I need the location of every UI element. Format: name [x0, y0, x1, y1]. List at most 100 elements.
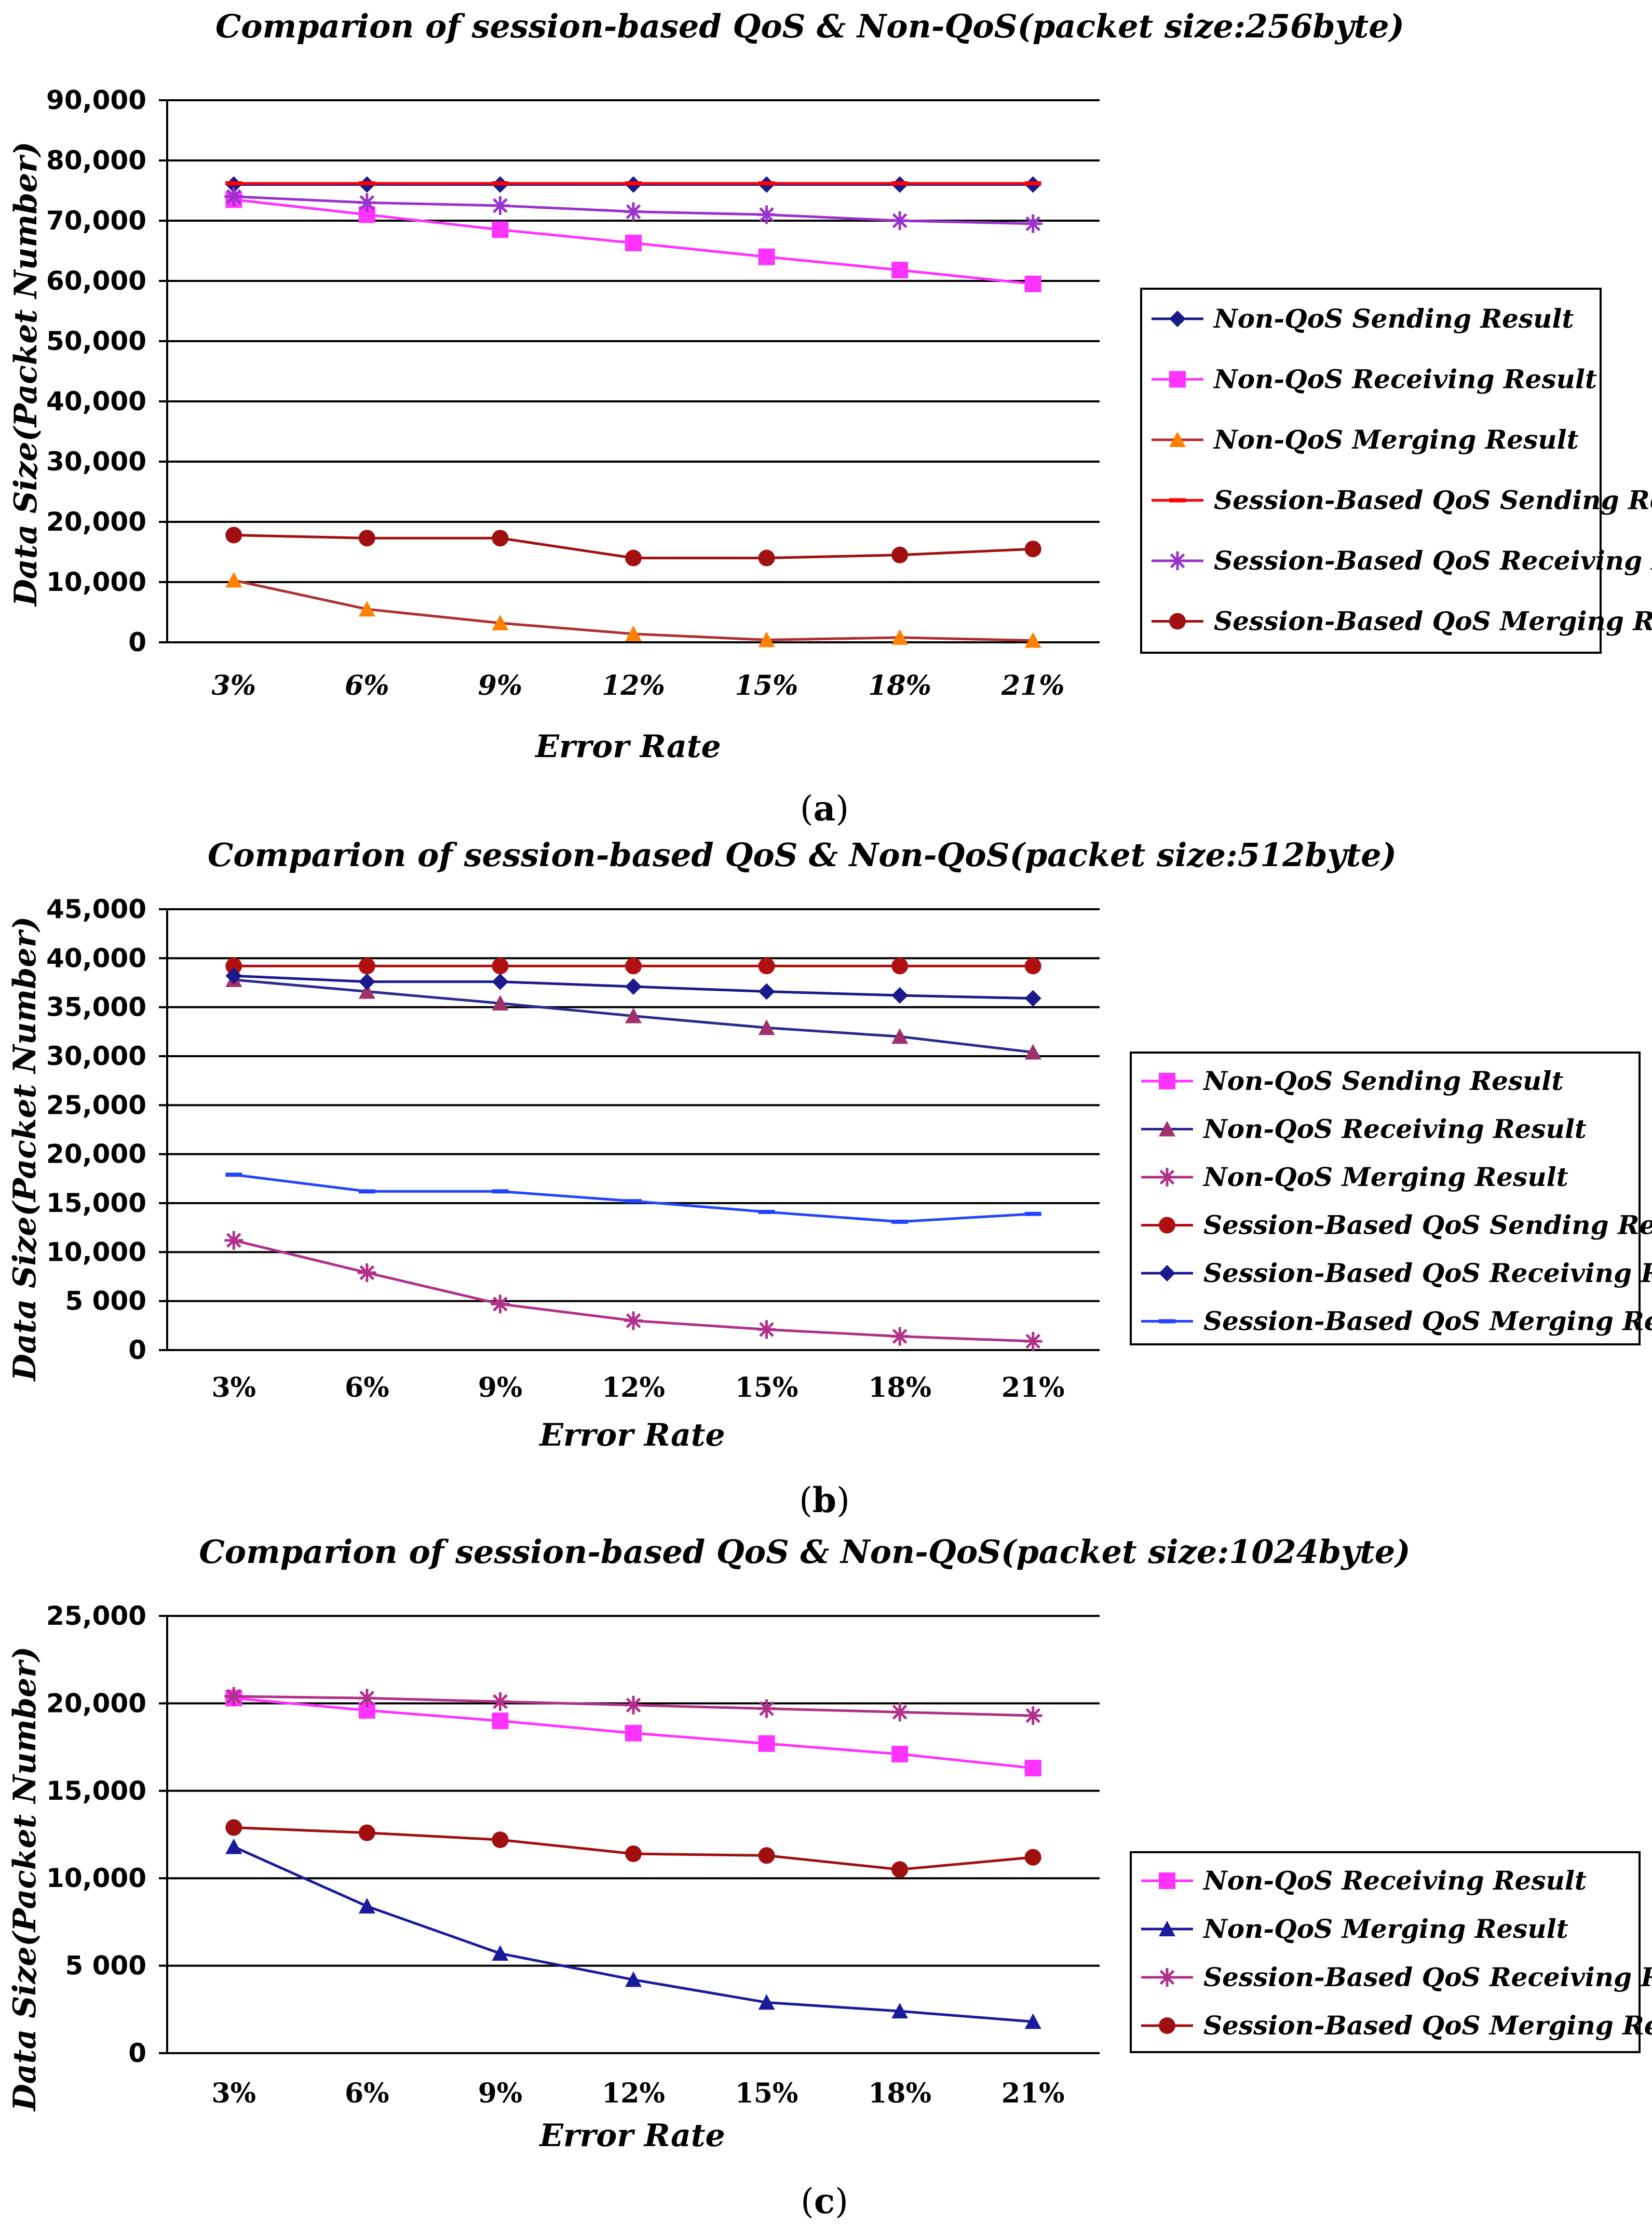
chart-a-series-2-point: [625, 234, 642, 251]
chart-b-series-2-point: [625, 1007, 642, 1023]
chart-c-legend-label: Session-Based QoS Merging Result: [1203, 2010, 1652, 2041]
chart-b-series-5-point: [492, 973, 509, 990]
chart-a-x-tick-label: 6%: [345, 670, 389, 702]
chart-b-legend-swatch-marker: [1158, 1168, 1176, 1187]
chart-c-x-tick-label: 21%: [1001, 2078, 1065, 2109]
chart-b-series-4-point: [358, 958, 375, 975]
chart-c-caption: (c): [801, 2181, 848, 2221]
chart-a-series-4-point: [492, 181, 509, 186]
chart-c-series-1-point: [625, 1724, 642, 1742]
chart-b-series-4-point: [1024, 958, 1041, 975]
chart-c-series-3-point: [757, 1699, 776, 1718]
chart-c-legend-item: Session-Based QoS Receiving Result: [1141, 1962, 1652, 1992]
chart-b-legend-item: Session-Based QoS Sending Result: [1141, 1210, 1652, 1241]
chart-c-series-2-point: [1024, 2013, 1041, 2029]
chart-a-legend-item: Session-Based QoS Sending Result: [1152, 485, 1652, 516]
chart-c-x-tick-label: 18%: [868, 2078, 931, 2109]
chart-b-legend-swatch-marker: [1159, 1121, 1175, 1137]
chart-c-y-tick-label: 5 000: [65, 1951, 146, 1981]
chart-a-x-tick-label: 12%: [602, 670, 665, 702]
chart-b-caption-letter: b: [813, 1480, 836, 1520]
chart-a-y-tick-label: 50,000: [46, 326, 146, 356]
chart-a-y-tick-label: 60,000: [46, 266, 146, 296]
chart-a-series-4-point: [1024, 181, 1041, 186]
chart-b-series-3-point: [757, 1320, 776, 1339]
chart-b-series-2-point: [758, 1019, 775, 1035]
chart-a-legend-box: [1140, 288, 1602, 654]
chart-b-legend-label: Non-QoS Merging Result: [1202, 1162, 1568, 1192]
chart-a-series-2-point: [492, 221, 509, 238]
chart-b-series-5-point: [1024, 990, 1041, 1007]
chart-b-series-2-point: [891, 1028, 909, 1044]
chart-b-y-tick-label: 15,000: [46, 1188, 146, 1218]
chart-b-legend-label: Non-QoS Receiving Result: [1202, 1114, 1587, 1144]
chart-a-x-tick-label: 21%: [1001, 670, 1065, 702]
chart-a-x-tick-label: 9%: [478, 670, 523, 702]
chart-b-series-3-point: [224, 1231, 243, 1250]
chart-c-series-3-point: [890, 1703, 910, 1722]
chart-b-series-3-point: [491, 1295, 510, 1314]
chart-b-legend-item: Non-QoS Receiving Result: [1141, 1114, 1587, 1144]
chart-b-legend: Non-QoS Sending Result Non-QoS Receiving …: [1130, 1051, 1652, 1345]
chart-a-plot-area: 0 10,000 20,000 30,000 40,000 50,000 60,000 70,…: [46, 85, 1100, 702]
chart-a-legend-label: Session-Based QoS Sending Result: [1214, 485, 1652, 516]
chart-b-x-tick-label: 12%: [602, 1372, 665, 1404]
chart-a-series-3-point: [1024, 632, 1041, 648]
chart-c-legend-item: Non-QoS Merging Result: [1141, 1913, 1568, 1944]
chart-b-series-3-point: [624, 1311, 643, 1330]
chart-a-series-4-point: [758, 181, 775, 186]
chart-b-legend-swatch-marker: [1159, 1265, 1175, 1282]
chart-c-x-tick-label: 9%: [478, 2078, 523, 2109]
chart-a-series-4-point: [225, 181, 242, 186]
chart-a-series-5-point: [624, 202, 643, 221]
chart-a-series-3-point: [492, 614, 509, 630]
chart-a-title: Comparion of session-based QoS & Non-QoS…: [215, 7, 1404, 45]
chart-b-y-tick-label: 5 000: [65, 1286, 146, 1316]
chart-b-x-axis-title: Error Rate: [538, 1417, 725, 1453]
chart-a-legend-item: Session-Based QoS Receiving Result: [1152, 545, 1652, 576]
chart-a-caption: (a): [800, 788, 849, 829]
chart-a-legend-item: Non-QoS Receiving Result: [1152, 364, 1597, 395]
chart-b-series-3-point: [1023, 1332, 1042, 1351]
chart-c-series-1-point: [1024, 1760, 1041, 1777]
chart-b-caption: (b): [799, 1480, 850, 1520]
chart-a-x-tick-label: 18%: [868, 670, 931, 702]
chart-c-series-4-point: [891, 1861, 909, 1878]
chart-b-legend-item: Non-QoS Merging Result: [1141, 1162, 1568, 1192]
chart-a-series-2-point: [1024, 275, 1041, 292]
chart-a-x-tick-label: 15%: [735, 670, 798, 702]
chart-b-series-3: [224, 1231, 1042, 1351]
chart-a-caption-letter: a: [814, 788, 836, 829]
chart-a-legend-label: Non-QoS Merging Result: [1213, 424, 1579, 455]
chart-b-legend-swatch-marker: [1159, 1073, 1175, 1089]
chart-b-series-3-point: [357, 1263, 376, 1282]
chart-a-series-5-point: [1023, 214, 1042, 233]
chart-a-legend-swatch-marker: [1168, 551, 1187, 570]
chart-a-series-3: [225, 572, 1041, 648]
chart-b-legend-swatch-marker: [1159, 1217, 1175, 1234]
chart-a-series-5-point: [890, 211, 910, 230]
chart-a-y-tick-label: 30,000: [46, 447, 146, 477]
chart-c-legend-item: Session-Based QoS Merging Result: [1141, 2010, 1652, 2041]
chart-a-y-tick-label: 10,000: [46, 567, 146, 597]
chart-c-series-2: [225, 1838, 1041, 2029]
chart-b-series-4-point: [492, 958, 509, 975]
chart-a-legend-swatch-marker: [1169, 498, 1186, 503]
chart-b-x-tick-label: 15%: [735, 1372, 798, 1404]
chart-c-y-tick-label: 0: [128, 2038, 146, 2068]
chart-a-series-3-point: [358, 601, 375, 617]
chart-a-y-tick-label: 40,000: [46, 386, 146, 416]
chart-a-y-tick-label: 0: [128, 627, 146, 657]
chart-c-legend-swatch-marker: [1159, 2017, 1175, 2034]
chart-a-series-6-point: [225, 527, 242, 544]
chart-b-title: Comparion of session-based QoS & Non-QoS…: [208, 836, 1397, 874]
chart-a-legend-label: Session-Based QoS Receiving Result: [1214, 545, 1652, 576]
chart-c-series-3-point: [224, 1687, 243, 1706]
chart-c-y-tick-label: 20,000: [46, 1688, 146, 1718]
chart-a-legend-swatch-marker: [1169, 311, 1186, 327]
chart-c-series-4-point: [1024, 1849, 1041, 1866]
chart-b-series-5: [225, 967, 1041, 1007]
chart-a-legend-label: Non-QoS Sending Result: [1213, 303, 1574, 334]
chart-c-series-4-point: [758, 1847, 775, 1864]
chart-a-legend-label: Non-QoS Receiving Result: [1213, 364, 1597, 395]
